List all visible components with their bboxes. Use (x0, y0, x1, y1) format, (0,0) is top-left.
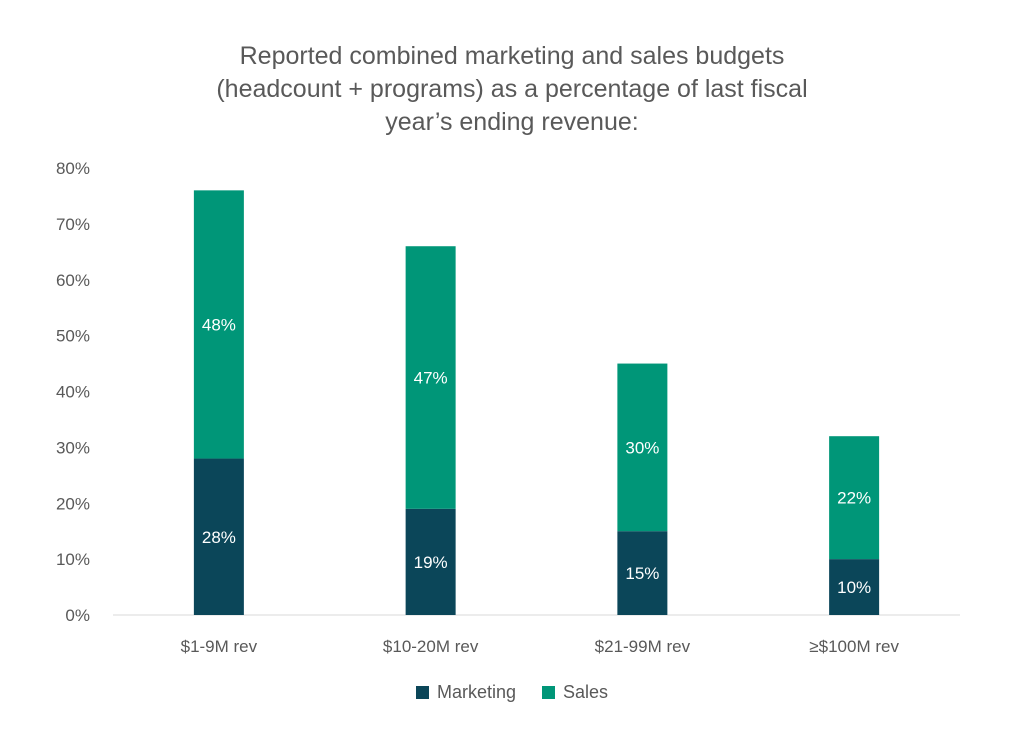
data-label-marketing: 10% (837, 578, 871, 597)
y-tick-label: 0% (65, 606, 90, 625)
y-tick-label: 50% (56, 327, 90, 346)
bar-marketing (617, 531, 668, 615)
legend-label-marketing: Marketing (436, 682, 516, 702)
legend-label-sales: Sales (563, 682, 609, 702)
legend-swatch-marketing (415, 686, 429, 699)
bar-marketing (829, 559, 880, 615)
legend-swatch-sales (542, 686, 555, 699)
y-tick-label: 60% (56, 271, 90, 290)
bar-sales (193, 190, 244, 459)
data-label-marketing: 28% (202, 528, 236, 547)
x-tick-label: $1-9M rev (181, 637, 258, 656)
legend-item-sales: Sales (542, 682, 608, 703)
legend: Marketing Sales (0, 682, 1024, 703)
data-label-sales: 47% (414, 369, 448, 388)
x-tick-label: $10-20M rev (383, 637, 479, 656)
chart-title-line-1: Reported combined marketing and sales bu… (239, 42, 785, 70)
bar-marketing (193, 458, 244, 615)
data-label-sales: 22% (837, 489, 871, 508)
data-label-marketing: 15% (625, 564, 659, 583)
y-tick-label: 30% (56, 438, 90, 457)
data-label-marketing: 19% (414, 553, 448, 572)
data-label-sales: 48% (202, 315, 236, 334)
chart-title-line-2: (headcount + programs) as a percentage o… (216, 75, 808, 103)
y-tick-label: 80% (56, 159, 90, 178)
x-tick-label: ≥$100M rev (809, 637, 899, 656)
bar-marketing (405, 508, 456, 615)
bar-sales (405, 246, 456, 509)
data-label-sales: 30% (625, 438, 659, 457)
y-tick-label: 40% (56, 383, 90, 402)
chart-title-line-3: year’s ending revenue: (385, 108, 639, 136)
y-tick-label: 10% (56, 550, 90, 569)
y-tick-label: 70% (56, 215, 90, 234)
bar-sales (617, 363, 668, 532)
legend-item-marketing: Marketing (415, 682, 516, 703)
y-tick-label: 20% (56, 494, 90, 513)
bar-sales (829, 436, 880, 560)
chart-title: Reported combined marketing and sales bu… (0, 40, 1024, 139)
x-tick-label: $21-99M rev (595, 637, 691, 656)
